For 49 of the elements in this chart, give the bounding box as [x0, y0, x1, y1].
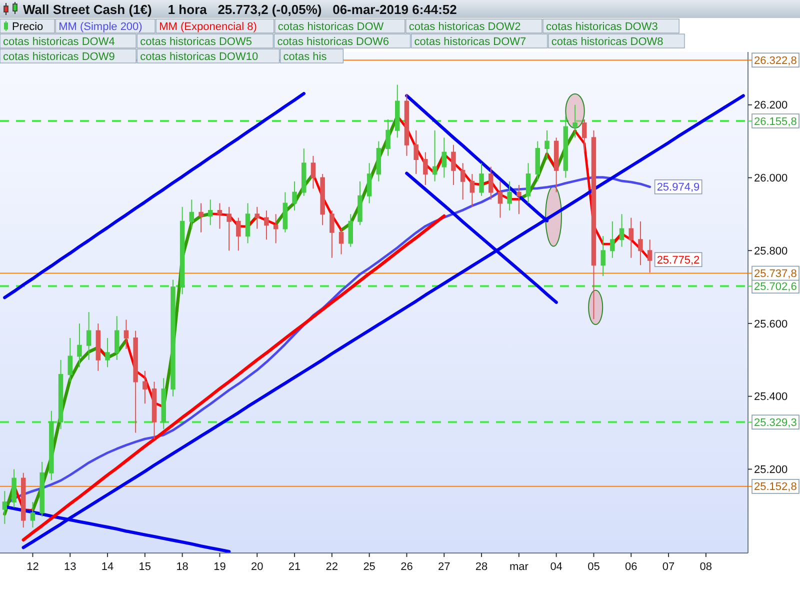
x-tick-label: 22 — [326, 561, 338, 573]
x-tick-label: 28 — [475, 561, 488, 573]
ref-line-label: 25.329,3 — [754, 416, 797, 429]
x-tick-label: 26 — [400, 561, 413, 573]
ref-line-label: 25.152,8 — [754, 481, 797, 494]
x-tick-label: 21 — [288, 561, 301, 573]
text: cotas historicas DOW4 — [3, 36, 115, 48]
text: cotas historicas DOW8 — [551, 36, 664, 48]
x-tick-label: 12 — [26, 561, 39, 573]
chart-subtitle: 1 hora 25.773,2 (-0,05%) 06-mar-2019 6:44:52 — [168, 2, 457, 17]
ref-line-label: 25.737,8 — [754, 268, 797, 280]
text: MM (Simple 200) — [58, 21, 142, 33]
y-tick-label: 25.200 — [754, 464, 788, 476]
y-tick-label: 25.600 — [754, 318, 788, 330]
x-tick-label: 07 — [662, 561, 675, 573]
text: cotas historicas DOW — [278, 21, 384, 33]
x-tick-label: 19 — [214, 561, 226, 573]
ref-line-label: 26.155,8 — [754, 116, 797, 128]
text: cotas historicas DOW3 — [546, 21, 658, 33]
x-tick-label: 05 — [588, 561, 600, 573]
x-tick-label: 13 — [64, 561, 76, 573]
x-tick-label: 27 — [438, 561, 450, 573]
x-tick-label: 15 — [138, 561, 152, 573]
x-tick-label: 20 — [251, 561, 264, 573]
x-tick-label: 06 — [625, 561, 638, 573]
ref-line-label: 26.322,8 — [754, 54, 797, 67]
ref-line-label: 25.702,6 — [754, 280, 797, 293]
x-tick-label: 25 — [363, 561, 376, 573]
x-tick-label: 04 — [550, 561, 562, 573]
text: cotas historicas DOW5 — [140, 36, 252, 48]
legend-label: Precio — [12, 21, 44, 33]
text: cotas historicas DOW7 — [414, 36, 526, 48]
x-tick-label: 14 — [101, 561, 114, 573]
annotation: cotas historicas DOW10 — [140, 51, 258, 63]
x-tick-label: mar — [509, 561, 529, 573]
chart-title: Wall Street Cash (1€) — [23, 2, 152, 17]
data-label: 25.775,2 — [656, 254, 700, 266]
text: MM (Exponencial 8) — [159, 21, 257, 33]
text: cotas historicas DOW6 — [277, 36, 390, 48]
data-label: 25.974,9 — [656, 182, 700, 194]
annotation: cotas historicas DOW9 — [3, 51, 115, 63]
x-tick-label: 08 — [700, 561, 712, 573]
y-tick-label: 26.200 — [754, 100, 788, 112]
annotation: cotas his — [283, 51, 328, 63]
y-tick-label: 25.400 — [754, 391, 788, 404]
text: cotas historicas DOW2 — [408, 21, 521, 33]
y-tick-label: 26.000 — [754, 172, 788, 185]
x-tick-label: 18 — [176, 561, 188, 573]
y-tick-label: 25.800 — [754, 245, 788, 258]
